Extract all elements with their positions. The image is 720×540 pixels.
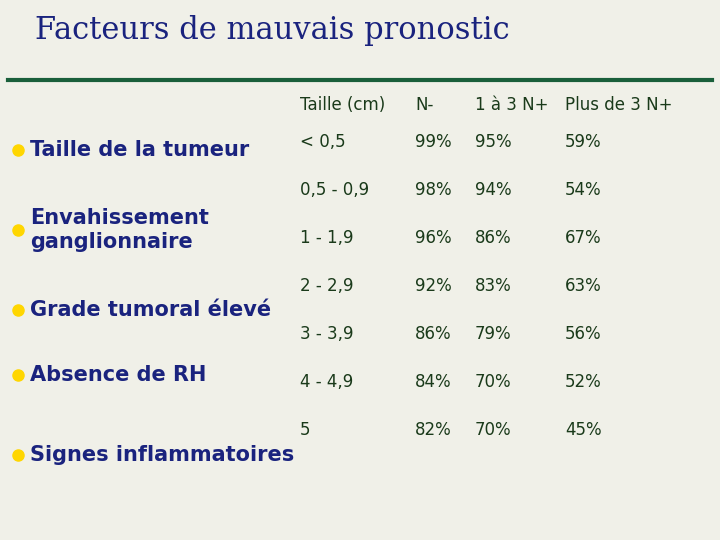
Text: 1 à 3 N+: 1 à 3 N+ [475,96,549,114]
Text: 3 - 3,9: 3 - 3,9 [300,325,354,343]
Text: 96%: 96% [415,229,451,247]
Text: 70%: 70% [475,421,512,439]
Text: 84%: 84% [415,373,451,391]
Text: 79%: 79% [475,325,512,343]
Text: 92%: 92% [415,277,451,295]
Text: 4 - 4,9: 4 - 4,9 [300,373,354,391]
Text: Grade tumoral élevé: Grade tumoral élevé [30,300,271,320]
Text: Envahissement
ganglionnaire: Envahissement ganglionnaire [30,208,209,252]
Text: Signes inflammatoires: Signes inflammatoires [30,445,294,465]
Text: 86%: 86% [475,229,512,247]
Text: 0,5 - 0,9: 0,5 - 0,9 [300,181,369,199]
Text: Taille de la tumeur: Taille de la tumeur [30,140,249,160]
Text: 94%: 94% [475,181,512,199]
Text: 82%: 82% [415,421,451,439]
Text: 67%: 67% [565,229,602,247]
Text: 59%: 59% [565,133,602,151]
Text: 95%: 95% [475,133,512,151]
Text: 70%: 70% [475,373,512,391]
Text: Plus de 3 N+: Plus de 3 N+ [565,96,672,114]
Text: N-: N- [415,96,433,114]
Text: 56%: 56% [565,325,602,343]
Text: 1 - 1,9: 1 - 1,9 [300,229,354,247]
Text: 63%: 63% [565,277,602,295]
Text: 98%: 98% [415,181,451,199]
Text: 2 - 2,9: 2 - 2,9 [300,277,354,295]
Text: Facteurs de mauvais pronostic: Facteurs de mauvais pronostic [35,15,510,45]
Text: 99%: 99% [415,133,451,151]
Text: Taille (cm): Taille (cm) [300,96,385,114]
Text: < 0,5: < 0,5 [300,133,346,151]
Text: 83%: 83% [475,277,512,295]
Text: Absence de RH: Absence de RH [30,365,207,385]
Text: 45%: 45% [565,421,602,439]
Text: 54%: 54% [565,181,602,199]
Text: 5: 5 [300,421,310,439]
Text: 86%: 86% [415,325,451,343]
Text: 52%: 52% [565,373,602,391]
